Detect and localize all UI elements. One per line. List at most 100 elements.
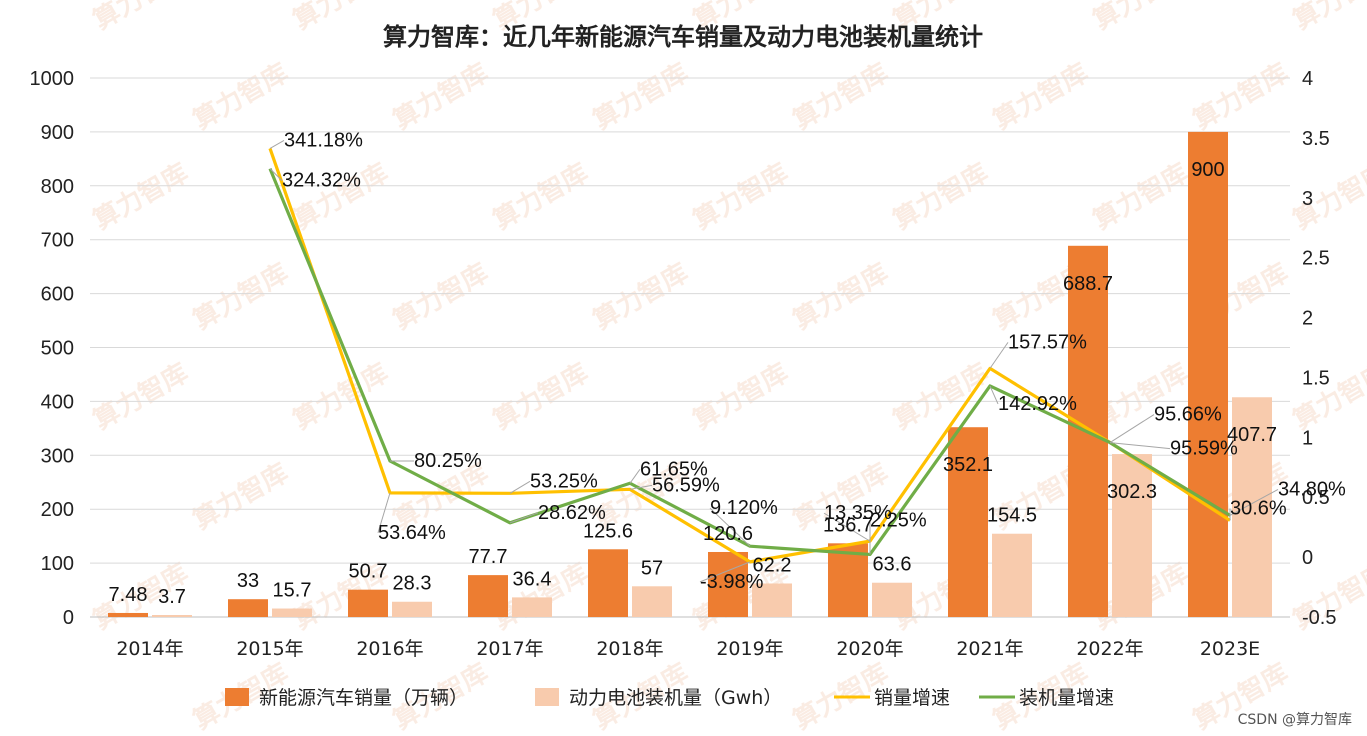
x-tick-label: 2017年	[476, 638, 543, 660]
leader-line	[1109, 442, 1171, 450]
bar-battery	[152, 615, 192, 617]
bar-data-label: 62.2	[753, 554, 792, 576]
watermark-text: 算力智库	[188, 257, 294, 336]
y-left-tick-label: 600	[41, 284, 74, 306]
x-tick-label: 2019年	[716, 638, 783, 660]
watermark-text: 算力智库	[1088, 0, 1194, 36]
left-axis-ticks: 0 100 200 300 400 500 600 700 800 900 1000	[30, 68, 75, 629]
bar-battery	[992, 533, 1032, 617]
bar-sales	[948, 427, 988, 617]
y-right-tick-label: 4	[1302, 68, 1313, 90]
x-tick-label: 2014年	[116, 638, 183, 660]
x-tick-label: 2021年	[956, 638, 1023, 660]
leader-line	[629, 484, 653, 490]
watermark-text: 算力智库	[788, 257, 894, 336]
leader-line	[377, 492, 391, 534]
watermark-text: 算力智库	[388, 257, 494, 336]
y-left-tick-label: 800	[41, 176, 74, 198]
bar-battery	[1232, 397, 1272, 617]
leader-line	[709, 507, 751, 547]
bar-data-label: 33	[237, 570, 259, 592]
line-data-label: 2.25%	[870, 509, 927, 531]
bar-sales	[348, 589, 388, 617]
bar-battery	[392, 601, 432, 617]
line-data-label: 61.65%	[640, 458, 708, 480]
line-data-label: -3.98%	[700, 571, 764, 593]
bar-battery	[272, 608, 312, 617]
watermark-text: 算力智库	[588, 257, 694, 336]
line-data-label: 9.120%	[710, 497, 778, 519]
line-data-label: 142.92%	[998, 393, 1077, 415]
leader-line	[699, 561, 751, 583]
watermark-text: 算力智库	[1188, 57, 1294, 136]
bar-data-label: 3.7	[158, 586, 186, 608]
line-data-label: 53.25%	[530, 470, 598, 492]
legend-label: 新能源汽车销量（万辆）	[259, 687, 468, 709]
watermark-text: 算力智库	[388, 57, 494, 136]
x-tick-label: 2016年	[356, 638, 423, 660]
legend-swatch	[225, 688, 249, 706]
legend: 新能源汽车销量（万辆） 动力电池装机量（Gwh） 销量增速 装机量增速	[225, 687, 1114, 709]
watermark-text: 算力智库	[188, 57, 294, 136]
x-axis-ticks: 2014年 2015年 2016年 2017年 2018年 2019年 2020年 2021年…	[116, 638, 1260, 660]
bar-data-label: 28.3	[393, 573, 432, 595]
bar-data-label: 154.5	[987, 505, 1037, 527]
leader-line	[269, 140, 285, 149]
bar-data-label: 352.1	[943, 454, 993, 476]
bar-data-label: 50.7	[349, 561, 388, 583]
bar-battery	[512, 597, 552, 617]
line-data-label: 95.59%	[1170, 438, 1238, 460]
x-tick-label: 2022年	[1076, 638, 1143, 660]
y-right-tick-label: 3	[1302, 188, 1313, 210]
legend-label: 装机量增速	[1019, 687, 1114, 709]
x-tick-label: 2015年	[236, 638, 303, 660]
watermark-text: 算力智库	[88, 357, 194, 436]
bar-data-label: 302.3	[1107, 481, 1157, 503]
y-left-tick-label: 700	[41, 230, 74, 252]
leader-line	[1229, 488, 1279, 516]
watermark-text: 算力智库	[988, 57, 1094, 136]
y-right-tick-label: 3.5	[1302, 128, 1330, 150]
right-axis-ticks: -0.5 0 0.5 1 1.5 2 2.5 3 3.5 4	[1302, 68, 1336, 629]
watermark-text: 算力智库	[788, 57, 894, 136]
line-data-label: 13.35%	[824, 502, 892, 524]
y-right-tick-label: 1	[1302, 427, 1313, 449]
watermark-text: 算力智库	[488, 357, 594, 436]
gridlines	[90, 77, 1290, 618]
bar-data-label: 15.7	[273, 580, 312, 602]
bar-data-label: 120.6	[703, 523, 753, 545]
y-left-tick-label: 1000	[30, 68, 75, 90]
leader-line	[989, 342, 1009, 369]
x-tick-label: 2020年	[836, 638, 903, 660]
bar-data-label: 900	[1191, 159, 1224, 181]
legend-swatch	[535, 688, 559, 706]
leader-line	[509, 512, 539, 524]
y-left-tick-label: 500	[41, 338, 74, 360]
bar-data-label: 136.7	[823, 514, 873, 536]
watermark-text: 算力智库	[888, 357, 994, 436]
watermark-text: 算力智库	[688, 157, 794, 236]
bar-sales	[228, 599, 268, 617]
bar-data-label: 407.7	[1227, 424, 1277, 446]
legend-label: 动力电池装机量（Gwh）	[569, 687, 782, 709]
bar-data-label: 77.7	[469, 546, 508, 568]
bars	[108, 131, 1272, 617]
y-right-tick-label: 0	[1302, 547, 1313, 569]
y-left-tick-label: 200	[41, 499, 74, 521]
line-data-label: 56.59%	[652, 474, 720, 496]
bar-battery	[872, 582, 912, 617]
leader-line	[1109, 414, 1155, 443]
watermark-text: 算力智库	[1088, 157, 1194, 236]
bar-battery	[1112, 454, 1152, 617]
leader-line	[823, 512, 871, 542]
watermark-text: 算力智库	[588, 57, 694, 136]
line-data-label: 80.25%	[414, 450, 482, 472]
y-right-tick-label: -0.5	[1302, 607, 1336, 629]
line-data-label: 95.66%	[1154, 404, 1222, 426]
leader-line	[269, 168, 283, 182]
line-data-label: 341.18%	[284, 129, 363, 151]
line-data-label: 30.6%	[1230, 497, 1287, 519]
line-data-labels: 341.18%53.64%53.25% 56.59%-3.98%13.35%157…	[282, 129, 1346, 592]
